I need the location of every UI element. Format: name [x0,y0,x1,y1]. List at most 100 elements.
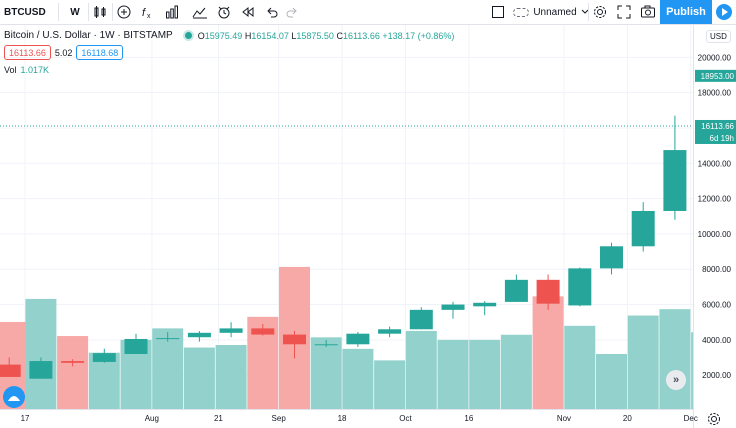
last-price-line: 18953.00 16113.66 6d 19h [0,69,736,144]
price-tick-label: 8000.00 [702,265,731,274]
price-tick-label: 20000.00 [698,53,732,62]
scroll-to-realtime-button[interactable]: » [666,370,686,390]
candlestick-series [0,75,719,379]
candle-body [346,333,370,345]
add-indicator-icon[interactable] [112,0,136,24]
time-axis-labels: 17 Aug 21 Sep 18 Oct 16 Nov 20 Dec [21,414,698,423]
toolbar-divider [112,3,113,21]
volume-bar [469,339,501,409]
play-icon [716,4,732,20]
price-tick-label: 10000.00 [698,230,732,239]
candle-body [409,309,433,330]
rewind-icon[interactable] [236,0,260,24]
candle-body [600,246,623,269]
interval-button[interactable]: W [70,6,80,18]
price-tick-label: 18000.00 [698,89,732,98]
high-value: 16154.07 [251,30,289,41]
replay-icon[interactable] [212,0,236,24]
candle-body [378,329,402,334]
candle-body [536,279,560,304]
volume-bar [152,328,184,409]
time-tick-label: 20 [623,414,632,423]
play-button[interactable] [712,0,736,24]
volume-bar [342,348,374,409]
candle-body [283,334,306,345]
symbol-search-button[interactable]: BTCUSD [4,6,46,18]
fullscreen-icon[interactable] [612,0,636,24]
price-axis-labels: 2000.00 4000.00 6000.00 8000.00 10000.00 1200… [693,25,736,428]
cloud-icon [513,7,530,17]
axis-settings-icon[interactable] [706,411,722,427]
candle-body [29,361,53,379]
candle-body [0,364,21,377]
layout-icon[interactable] [486,0,510,24]
toolbar-divider [58,3,59,21]
volume-bar [215,345,247,409]
candle-body [124,338,148,354]
candle-body [251,328,275,335]
candle-body [61,361,85,363]
volume-bar [659,309,691,409]
candle-body [568,268,592,306]
market-status-icon [184,32,192,39]
alert-icon[interactable] [188,0,212,24]
candle-body [156,338,180,340]
volume-bar [596,353,627,409]
candle-body [92,353,116,362]
open-value: 15975.49 [204,30,243,41]
volume-legend: Vol 1.017K [4,65,49,75]
current-price-tag [695,119,736,144]
svg-text:x: x [147,13,151,19]
sell-price-button[interactable]: 16113.66 [4,45,51,60]
toolbar-divider [88,3,89,21]
volume-bar [627,315,659,409]
chevron-down-icon [581,9,589,14]
candle-body [219,328,243,333]
price-tick-label: 2000.00 [702,371,731,380]
time-tick-label: Sep [272,414,287,423]
symbol-title: Bitcoin / U.S. Dollar · 1W · BITSTAMP [4,30,173,41]
settings-icon[interactable] [588,0,612,24]
candle-body [473,302,497,307]
change-value: +138.17 (+0.86%) [382,30,455,41]
current-price-text: 16113.66 [701,122,734,131]
tradingview-logo-icon[interactable] [3,386,25,408]
candle-body [187,332,211,338]
volume-label: Vol [4,65,17,75]
countdown-text: 6d 19h [710,134,734,143]
price-tick-label: 12000.00 [698,195,732,204]
camera-icon[interactable] [636,0,660,24]
time-tick-label: Oct [399,414,412,423]
ohlc-values: O15975.49 H16154.07 L15875.50 C16113.66 … [197,30,455,41]
time-tick-label: 18 [338,414,347,423]
buy-price-button[interactable]: 16118.68 [76,45,124,60]
undo-icon[interactable] [260,0,284,24]
time-tick-label: 21 [214,414,223,423]
candle-body [663,150,687,211]
price-axis [693,25,736,409]
candle-body [441,304,465,310]
chart-legend: Bitcoin / U.S. Dollar · 1W · BITSTAMP O1… [4,30,454,41]
spread-value: 5.02 [54,47,73,58]
volume-bar [437,339,469,409]
bid-ask-row: 16113.66 5.02 16118.68 [4,45,124,60]
compare-icon[interactable] [160,0,184,24]
candles-icon[interactable] [88,0,112,24]
price-tick-label: 4000.00 [702,336,731,345]
volume-bar [500,334,532,409]
volume-bar [57,336,89,409]
publish-button[interactable]: Publish [660,0,712,24]
high-price-text: 18953.00 [701,72,735,81]
volume-bar [564,325,596,409]
layout-name-button[interactable]: Unnamed [512,0,590,24]
time-tick-label: Dec [684,414,698,423]
low-value: 15875.50 [296,30,334,41]
redo-icon[interactable] [280,0,304,24]
currency-label[interactable]: USD [706,30,731,43]
volume-value: 1.017K [20,65,50,75]
time-axis[interactable] [0,409,693,428]
time-tick-label: 17 [21,414,30,423]
